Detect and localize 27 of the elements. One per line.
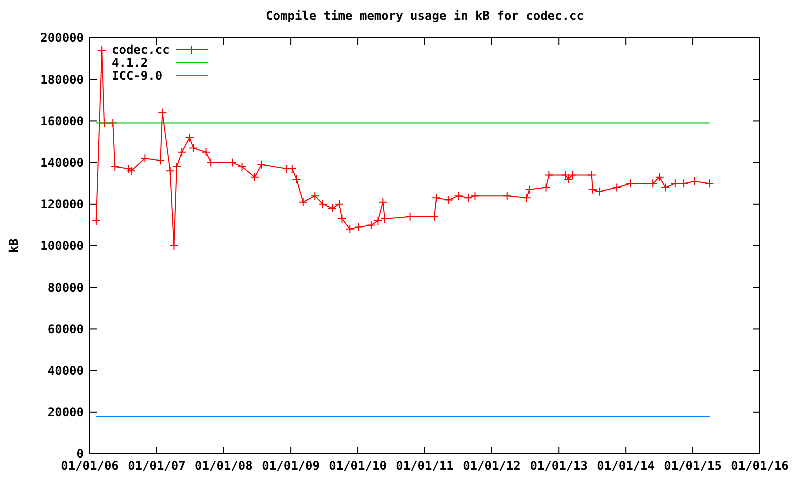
x-tick-label: 01/01/16 bbox=[731, 459, 789, 473]
x-tick-label: 01/01/06 bbox=[61, 459, 119, 473]
y-tick-label: 80000 bbox=[48, 280, 84, 295]
y-tick-label: 100000 bbox=[40, 239, 84, 254]
y-tick-label: 40000 bbox=[48, 364, 84, 378]
legend-label: 4.1.2 bbox=[112, 56, 148, 70]
legend-label: ICC-9.0 bbox=[112, 69, 163, 84]
x-tick-label: 01/01/10 bbox=[329, 459, 387, 473]
x-tick-label: 01/01/14 bbox=[597, 459, 655, 473]
legend-label: codec.cc bbox=[112, 43, 170, 58]
y-tick-label: 200000 bbox=[40, 31, 84, 46]
x-tick-label: 01/01/13 bbox=[530, 459, 588, 473]
y-tick-label: 60000 bbox=[48, 322, 84, 336]
y-tick-label: 20000 bbox=[48, 406, 84, 420]
x-tick-label: 01/01/12 bbox=[463, 459, 521, 473]
x-tick-label: 01/01/11 bbox=[396, 459, 454, 473]
chart-title: Compile time memory usage in kB for codec.cc bbox=[266, 9, 584, 23]
y-tick-label: 180000 bbox=[40, 72, 84, 87]
y-tick-label: 0 bbox=[76, 447, 84, 462]
y-tick-label: 120000 bbox=[40, 198, 84, 212]
x-tick-label: 01/01/07 bbox=[128, 459, 186, 473]
x-tick-label: 01/01/09 bbox=[262, 459, 320, 473]
x-tick-label: 01/01/15 bbox=[664, 459, 722, 473]
y-tick-label: 160000 bbox=[40, 114, 84, 128]
y-axis-title: kB bbox=[7, 238, 21, 254]
x-tick-label: 01/01/08 bbox=[195, 459, 253, 473]
y-tick-label: 140000 bbox=[40, 156, 84, 170]
